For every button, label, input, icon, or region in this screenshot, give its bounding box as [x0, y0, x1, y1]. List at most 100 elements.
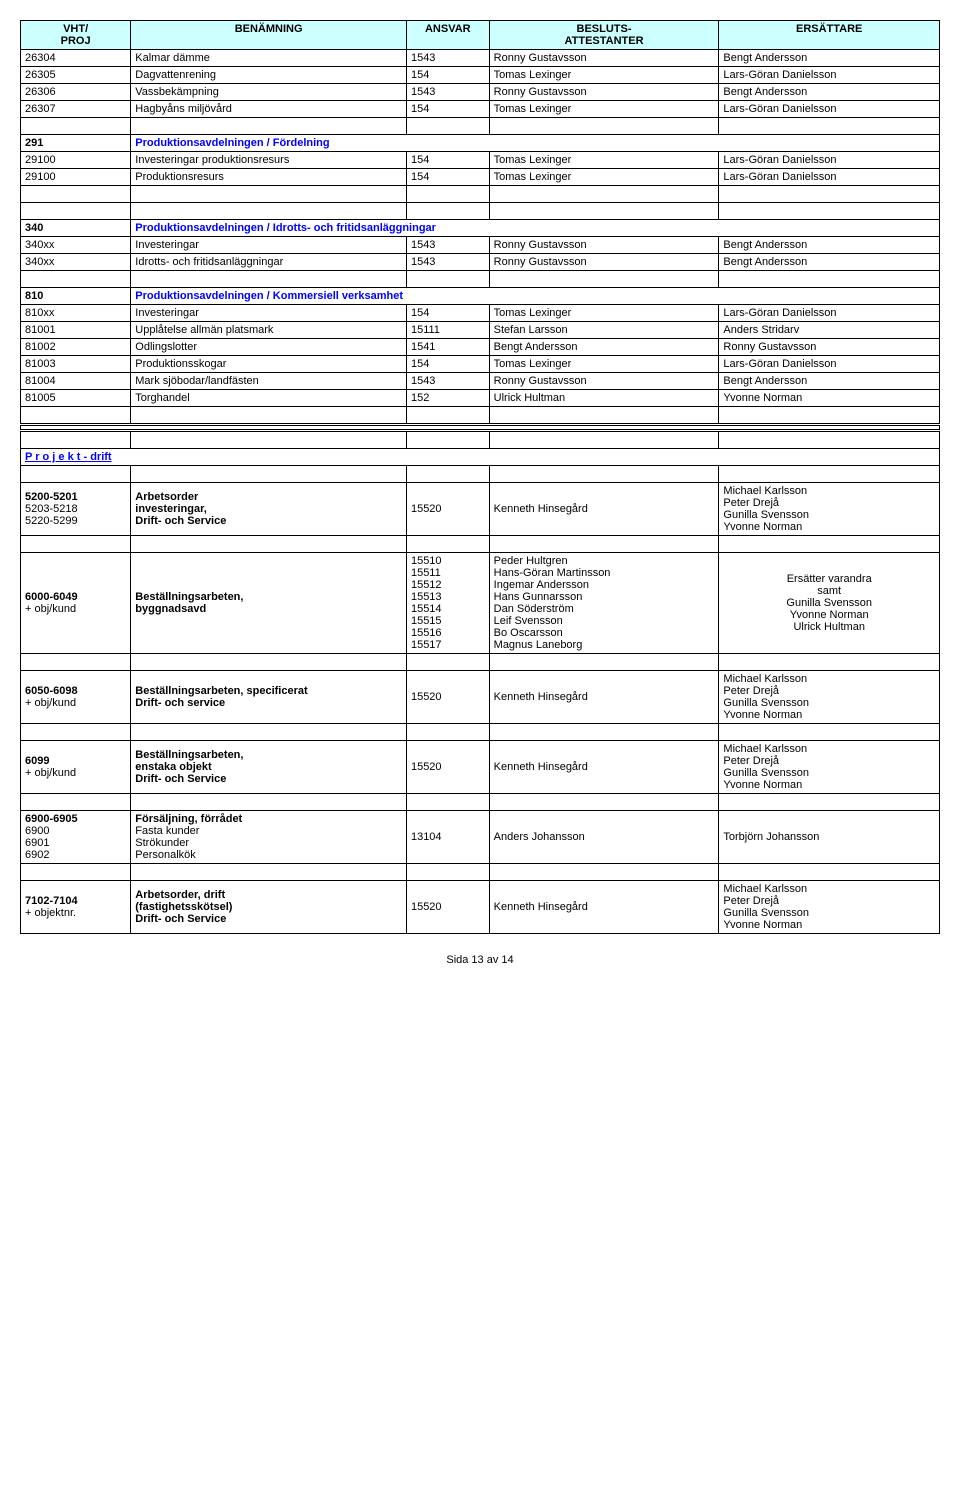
- table-cell: 81005: [21, 390, 131, 407]
- blank-cell: [131, 794, 407, 811]
- table-cell: 81002: [21, 339, 131, 356]
- table-cell: Kalmar dämme: [131, 50, 407, 67]
- blank-row: [21, 654, 940, 671]
- project-cell: Beställningsarbeten, specificerat Drift-…: [131, 671, 407, 724]
- project-row: 6900-6905690069016902Försäljning, förråd…: [21, 811, 940, 864]
- table-cell: Tomas Lexinger: [489, 305, 719, 322]
- blank-cell: [719, 118, 940, 135]
- table-cell: Vassbekämpning: [131, 84, 407, 101]
- table-cell: Yvonne Norman: [719, 390, 940, 407]
- table-cell: Bengt Andersson: [719, 84, 940, 101]
- table-cell: Tomas Lexinger: [489, 101, 719, 118]
- table-cell: Investeringar: [131, 237, 407, 254]
- blank-cell: [489, 431, 719, 449]
- project-cell: Försäljning, förrådetFasta kunderStrökun…: [131, 811, 407, 864]
- blank-cell: [131, 118, 407, 135]
- project-row: 6050-6098+ obj/kundBeställningsarbeten, …: [21, 671, 940, 724]
- table-cell: 154: [406, 152, 489, 169]
- project-cell: 6050-6098+ obj/kund: [21, 671, 131, 724]
- table-cell: Lars-Göran Danielsson: [719, 305, 940, 322]
- table-cell: Bengt Andersson: [719, 254, 940, 271]
- blank-cell: [719, 407, 940, 425]
- table-body: 26304Kalmar dämme1543Ronny GustavssonBen…: [21, 50, 940, 934]
- header-proj: PROJ: [61, 35, 91, 47]
- blank-cell: [406, 864, 489, 881]
- blank-cell: [719, 864, 940, 881]
- blank-row: [21, 186, 940, 203]
- section-row: 291Produktionsavdelningen / Fördelning: [21, 135, 940, 152]
- table-cell: Ulrick Hultman: [489, 390, 719, 407]
- blank-cell: [489, 654, 719, 671]
- section-row: 340Produktionsavdelningen / Idrotts- och…: [21, 220, 940, 237]
- header-besluts-a: BESLUTS-: [577, 23, 632, 35]
- section-code: 340: [21, 220, 131, 237]
- blank-cell: [21, 186, 131, 203]
- blank-cell: [406, 431, 489, 449]
- project-label: P r o j e k t - drift: [25, 451, 112, 463]
- blank-row: [21, 203, 940, 220]
- table-cell: 1543: [406, 84, 489, 101]
- section-title-cell: Produktionsavdelningen / Fördelning: [131, 135, 940, 152]
- blank-cell: [719, 431, 940, 449]
- project-cell: 15520: [406, 483, 489, 536]
- project-cell: 13104: [406, 811, 489, 864]
- project-cell: Michael Karlsson Peter Drejå Gunilla Sve…: [719, 881, 940, 934]
- table-cell: 1543: [406, 237, 489, 254]
- table-cell: 154: [406, 67, 489, 84]
- header-vht-proj: VHT/ PROJ: [21, 21, 131, 50]
- project-cell: Michael Karlsson Peter Drejå Gunilla Sve…: [719, 741, 940, 794]
- table-cell: Bengt Andersson: [719, 237, 940, 254]
- blank-cell: [131, 864, 407, 881]
- project-cell: 15510 15511 15512 15513 15514 15515 1551…: [406, 553, 489, 654]
- blank-cell: [489, 186, 719, 203]
- blank-cell: [719, 654, 940, 671]
- table-row: 810xxInvesteringar154Tomas LexingerLars-…: [21, 305, 940, 322]
- table-cell: Ronny Gustavsson: [489, 373, 719, 390]
- table-row: 81005Torghandel152Ulrick HultmanYvonne N…: [21, 390, 940, 407]
- blank-cell: [489, 118, 719, 135]
- blank-cell: [131, 407, 407, 425]
- blank-cell: [131, 466, 407, 483]
- project-cell: Beställningsarbeten, enstaka objekt Drif…: [131, 741, 407, 794]
- project-cell: Arbetsorder investeringar, Drift- och Se…: [131, 483, 407, 536]
- table-row: 81004Mark sjöbodar/landfästen1543Ronny G…: [21, 373, 940, 390]
- table-row: 29100Produktionsresurs154Tomas LexingerL…: [21, 169, 940, 186]
- blank-cell: [406, 724, 489, 741]
- project-cell: Torbjörn Johansson: [719, 811, 940, 864]
- project-cell: Peder Hultgren Hans-Göran Martinsson Ing…: [489, 553, 719, 654]
- blank-cell: [489, 271, 719, 288]
- project-row: 6099+ obj/kundBeställningsarbeten, ensta…: [21, 741, 940, 794]
- blank-cell: [489, 203, 719, 220]
- blank-cell: [131, 536, 407, 553]
- table-cell: Tomas Lexinger: [489, 356, 719, 373]
- table-row: 26306Vassbekämpning1543Ronny GustavssonB…: [21, 84, 940, 101]
- blank-cell: [131, 203, 407, 220]
- blank-cell: [489, 864, 719, 881]
- project-cell: Arbetsorder, drift (fastighetsskötsel) D…: [131, 881, 407, 934]
- blank-cell: [131, 186, 407, 203]
- table-cell: 1541: [406, 339, 489, 356]
- section-code: 291: [21, 135, 131, 152]
- table-cell: Ronny Gustavsson: [489, 50, 719, 67]
- project-header-cell: P r o j e k t - drift: [21, 449, 940, 466]
- table-cell: 154: [406, 305, 489, 322]
- project-cell: Beställningsarbeten, byggnadsavd: [131, 553, 407, 654]
- header-ansvar: ANSVAR: [406, 21, 489, 50]
- table-cell: Ronny Gustavsson: [489, 237, 719, 254]
- project-cell: Kenneth Hinsegård: [489, 671, 719, 724]
- project-cell: Michael Karlsson Peter Drejå Gunilla Sve…: [719, 671, 940, 724]
- blank-cell: [21, 203, 131, 220]
- blank-cell: [406, 203, 489, 220]
- table-cell: Produktionsskogar: [131, 356, 407, 373]
- table-cell: Torghandel: [131, 390, 407, 407]
- blank-cell: [489, 536, 719, 553]
- table-row: 340xxIdrotts- och fritidsanläggningar154…: [21, 254, 940, 271]
- table-cell: Investeringar produktionsresurs: [131, 152, 407, 169]
- blank-cell: [131, 724, 407, 741]
- table-header: VHT/ PROJ BENÄMNING ANSVAR BESLUTS- ATTE…: [21, 21, 940, 50]
- table-cell: Bengt Andersson: [719, 50, 940, 67]
- table-cell: Upplåtelse allmän platsmark: [131, 322, 407, 339]
- project-cell: 6099+ obj/kund: [21, 741, 131, 794]
- blank-cell: [719, 724, 940, 741]
- header-ersattare: ERSÄTTARE: [719, 21, 940, 50]
